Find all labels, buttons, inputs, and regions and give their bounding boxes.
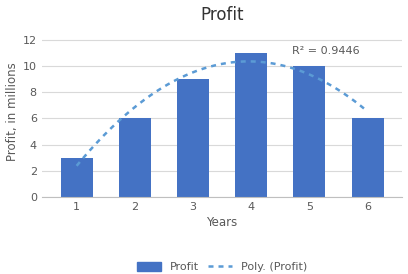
Bar [61,158,93,197]
Title: Profit: Profit [200,5,244,24]
X-axis label: Years: Years [206,216,238,229]
Bar [352,118,384,197]
Legend: Profit, Poly. (Profit): Profit, Poly. (Profit) [132,258,312,274]
Y-axis label: Profit, in millions: Profit, in millions [6,62,18,161]
Bar [177,79,209,197]
Bar [293,66,325,197]
Bar [119,118,151,197]
Text: R² = 0.9446: R² = 0.9446 [292,46,359,56]
Bar [235,53,267,197]
